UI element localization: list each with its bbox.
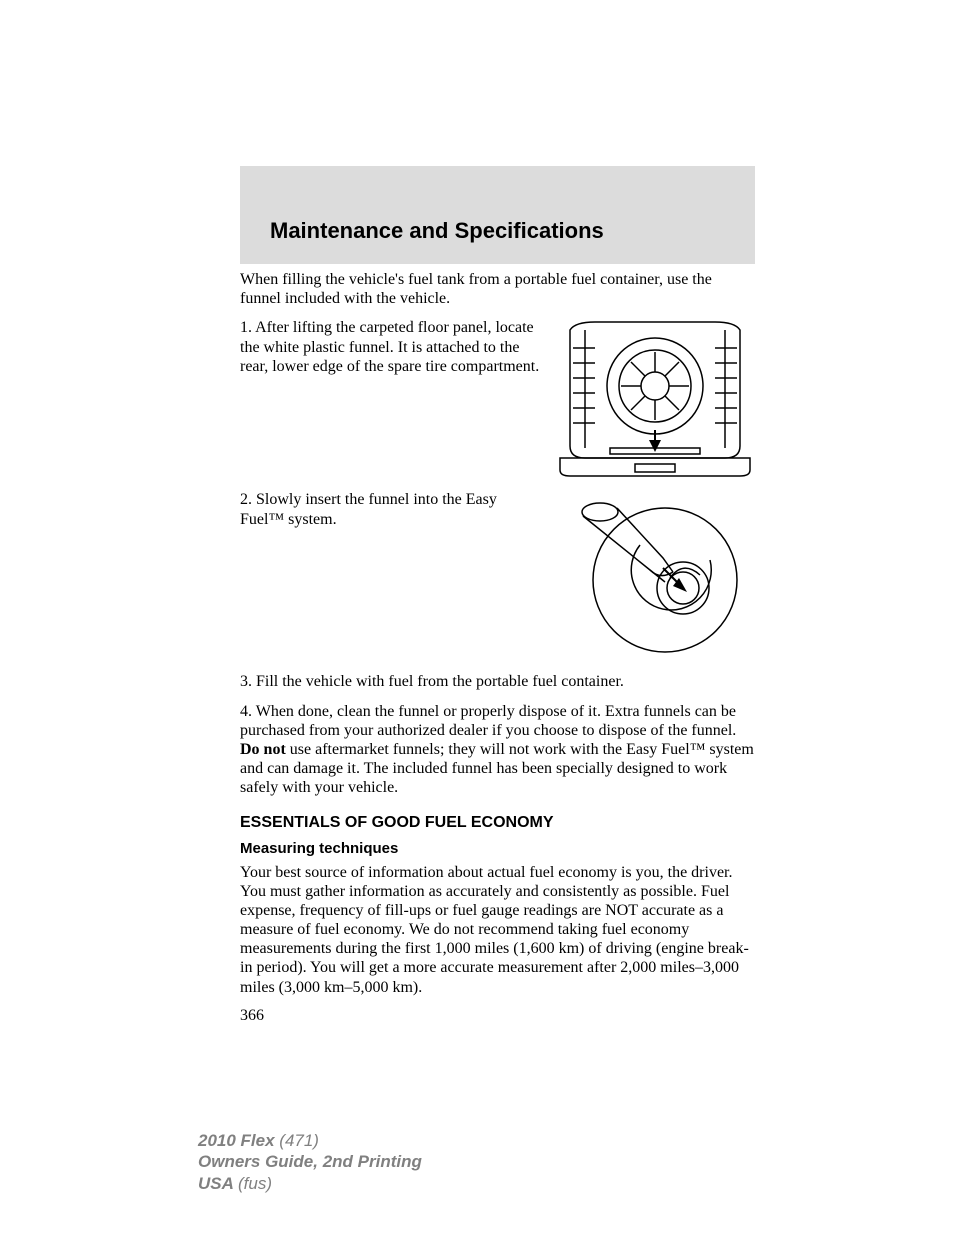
footer-line-1: 2010 Flex (471) bbox=[198, 1130, 422, 1151]
step-4-bold: Do not bbox=[240, 741, 286, 758]
footer-region: USA bbox=[198, 1174, 238, 1193]
spare-tire-diagram bbox=[555, 318, 755, 478]
footer-line-3: USA (fus) bbox=[198, 1173, 422, 1194]
step-1-text: 1. After lifting the carpeted floor pane… bbox=[240, 318, 555, 376]
step-2-text: 2. Slowly insert the funnel into the Eas… bbox=[240, 490, 555, 528]
step-4-post: use aftermarket funnels; they will not w… bbox=[240, 741, 754, 796]
funnel-insert-icon bbox=[555, 490, 755, 660]
header-band: Maintenance and Specifications bbox=[240, 166, 755, 264]
measuring-paragraph: Your best source of information about ac… bbox=[240, 863, 755, 997]
page-header-title: Maintenance and Specifications bbox=[270, 218, 755, 244]
page: Maintenance and Specifications When fill… bbox=[0, 0, 954, 1235]
step-4-pre: 4. When done, clean the funnel or proper… bbox=[240, 703, 736, 739]
page-number: 366 bbox=[240, 1007, 755, 1025]
footer-block: 2010 Flex (471) Owners Guide, 2nd Printi… bbox=[198, 1130, 422, 1194]
footer-code: (471) bbox=[279, 1131, 319, 1150]
step-2-row: 2. Slowly insert the funnel into the Eas… bbox=[240, 490, 755, 660]
intro-paragraph: When filling the vehicle's fuel tank fro… bbox=[240, 270, 755, 308]
content-area: When filling the vehicle's fuel tank fro… bbox=[240, 270, 755, 1025]
footer-model: 2010 Flex bbox=[198, 1131, 279, 1150]
footer-line-2: Owners Guide, 2nd Printing bbox=[198, 1151, 422, 1172]
sub-heading-measuring: Measuring techniques bbox=[240, 840, 755, 857]
step-4-text: 4. When done, clean the funnel or proper… bbox=[240, 702, 755, 798]
spare-tire-icon bbox=[555, 318, 755, 478]
section-heading-fuel-economy: ESSENTIALS OF GOOD FUEL ECONOMY bbox=[240, 814, 755, 832]
step-3-text: 3. Fill the vehicle with fuel from the p… bbox=[240, 672, 755, 691]
funnel-insert-diagram bbox=[555, 490, 755, 660]
step-1-row: 1. After lifting the carpeted floor pane… bbox=[240, 318, 755, 478]
footer-region-code: (fus) bbox=[238, 1174, 272, 1193]
